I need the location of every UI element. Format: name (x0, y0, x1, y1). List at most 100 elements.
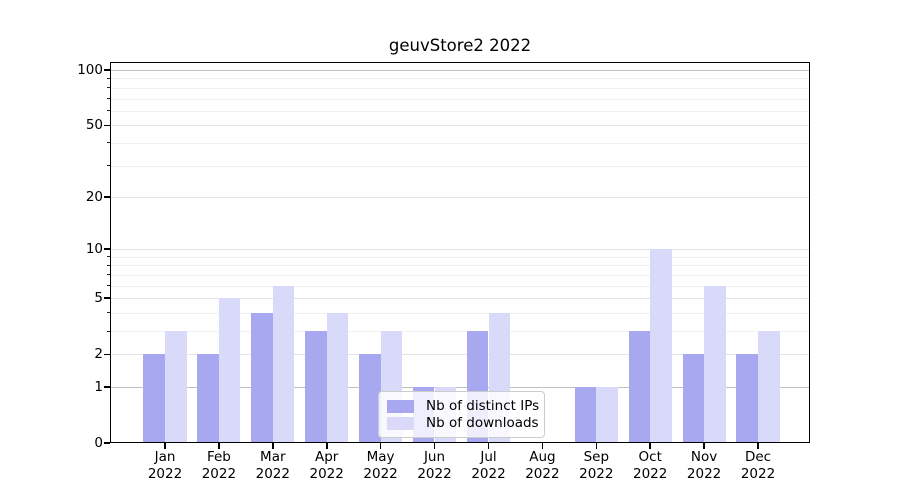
legend: Nb of distinct IPs Nb of downloads (378, 391, 545, 438)
x-tick-label: Sep 2022 (564, 449, 628, 483)
minor-gridline (110, 110, 810, 112)
y-minor-tick-mark (106, 165, 110, 166)
x-tick-mark (164, 443, 166, 449)
bar-oct-distinct-ips (628, 331, 651, 443)
x-tick-mark (433, 443, 436, 449)
x-tick-month: Feb (206, 449, 231, 465)
x-tick-year: 2022 (525, 466, 560, 482)
x-tick-label: Feb 2022 (187, 449, 251, 483)
x-tick-label: Oct 2022 (618, 449, 682, 483)
y-tick-mark (104, 386, 110, 388)
bar-oct-downloads (650, 249, 672, 443)
x-tick-label: Aug 2022 (510, 449, 574, 483)
x-tick-mark (218, 443, 220, 449)
x-tick-year: 2022 (309, 466, 344, 482)
legend-item-distinct-ips: Nb of distinct IPs (387, 398, 539, 414)
bar-apr-downloads (326, 312, 349, 443)
y-minor-tick-mark (106, 312, 110, 314)
x-tick-month: Sep (583, 449, 610, 465)
y-tick-label: 100 (77, 62, 103, 78)
bar-feb-distinct-ips (197, 354, 219, 443)
x-tick-month: Jun (423, 449, 446, 465)
y-tick-label: 20 (85, 188, 103, 205)
y-tick-mark (104, 69, 110, 71)
bar-may-distinct-ips (359, 354, 381, 443)
major-gridline (110, 249, 810, 251)
bar-mar-distinct-ips (251, 312, 273, 443)
bar-apr-distinct-ips (305, 331, 327, 443)
legend-swatch (387, 399, 414, 413)
bar-jan-downloads (165, 331, 187, 443)
x-tick-month: Mar (260, 449, 286, 465)
bar-sep-distinct-ips (574, 387, 597, 443)
y-tick-mark (104, 196, 110, 198)
x-tick-month: Nov (690, 449, 718, 465)
x-tick-label: Nov 2022 (672, 449, 736, 483)
x-tick-year: 2022 (579, 466, 614, 482)
x-tick-month: Aug (529, 449, 556, 465)
y-tick-mark (104, 248, 110, 250)
y-tick-mark (104, 297, 110, 299)
bar-mar-downloads (272, 285, 295, 443)
x-tick-year: 2022 (633, 466, 668, 482)
y-tick-mark (104, 353, 110, 355)
x-tick-mark (649, 443, 651, 449)
legend-item-downloads: Nb of downloads (387, 415, 539, 431)
x-tick-month: Jul (480, 449, 497, 465)
legend-label: Nb of distinct IPs (426, 398, 540, 414)
x-tick-year: 2022 (201, 466, 237, 482)
x-tick-month: May (366, 449, 395, 465)
bar-feb-downloads (218, 298, 241, 443)
x-tick-month: Jan (154, 449, 176, 465)
minor-gridline (110, 265, 810, 267)
x-tick-month: Dec (744, 449, 772, 465)
x-tick-mark (595, 443, 597, 449)
x-tick-label: Dec 2022 (726, 449, 790, 483)
y-tick-label: 2 (94, 346, 103, 363)
x-tick-label: Jun 2022 (403, 449, 467, 483)
y-minor-tick-mark (106, 264, 110, 266)
x-tick-mark (487, 443, 490, 449)
x-tick-year: 2022 (417, 466, 452, 482)
legend-label: Nb of downloads (426, 415, 539, 431)
x-tick-label: May 2022 (349, 449, 413, 483)
x-tick-mark (703, 443, 705, 449)
minor-gridline (110, 256, 810, 258)
x-tick-month: Apr (315, 449, 339, 465)
bar-nov-downloads (704, 285, 726, 443)
x-tick-label: Jan 2022 (133, 449, 197, 483)
major-gridline (110, 70, 810, 72)
x-tick-label: Mar 2022 (241, 449, 305, 483)
minor-gridline (110, 285, 810, 287)
bar-jan-distinct-ips (143, 354, 165, 443)
x-tick-year: 2022 (363, 466, 398, 482)
major-gridline (110, 387, 810, 389)
x-tick-year: 2022 (686, 466, 722, 482)
y-tick-label: 0 (94, 435, 103, 451)
y-minor-tick-mark (106, 142, 110, 144)
x-tick-label: Apr 2022 (295, 449, 359, 483)
major-gridline (110, 298, 810, 300)
legend-swatch (387, 416, 414, 430)
y-tick-label: 5 (94, 290, 103, 307)
chart-title: geuvStore2 2022 (388, 36, 532, 55)
x-tick-year: 2022 (740, 466, 776, 482)
y-minor-tick-mark (106, 110, 110, 112)
x-tick-month: Oct (638, 449, 662, 465)
y-minor-tick-mark (106, 98, 110, 99)
minor-gridline (110, 87, 810, 89)
y-tick-label: 50 (85, 117, 103, 134)
y-minor-tick-mark (106, 285, 110, 287)
minor-gridline (110, 78, 810, 80)
bar-sep-downloads (596, 387, 618, 443)
major-gridline (110, 125, 810, 127)
x-tick-year: 2022 (255, 466, 290, 482)
minor-gridline (110, 331, 810, 332)
bar-nov-distinct-ips (682, 354, 705, 443)
bar-dec-distinct-ips (736, 354, 758, 443)
y-tick-mark (104, 124, 110, 126)
x-tick-year: 2022 (471, 466, 506, 482)
y-minor-tick-mark (106, 274, 110, 276)
minor-gridline (110, 98, 810, 100)
major-gridline (110, 354, 810, 356)
